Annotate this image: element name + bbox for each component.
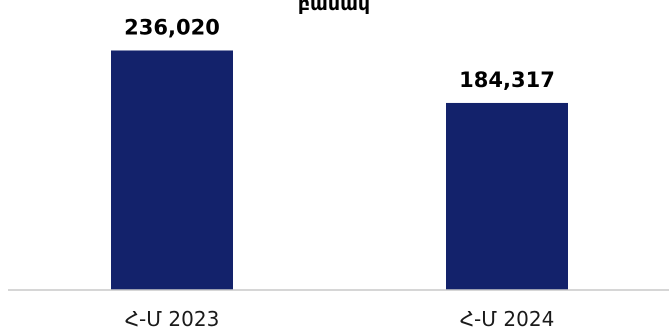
category-label-1: Հ-Մ 2023 [125, 307, 220, 331]
chart-title: բանակ [298, 0, 370, 15]
category-label-2: Հ-Մ 2024 [460, 307, 555, 331]
bar-value-label-2: 184,317 [459, 68, 555, 92]
bar-2 [446, 102, 568, 290]
bar-1 [111, 50, 233, 291]
bar-value-label-1: 236,020 [124, 15, 220, 39]
